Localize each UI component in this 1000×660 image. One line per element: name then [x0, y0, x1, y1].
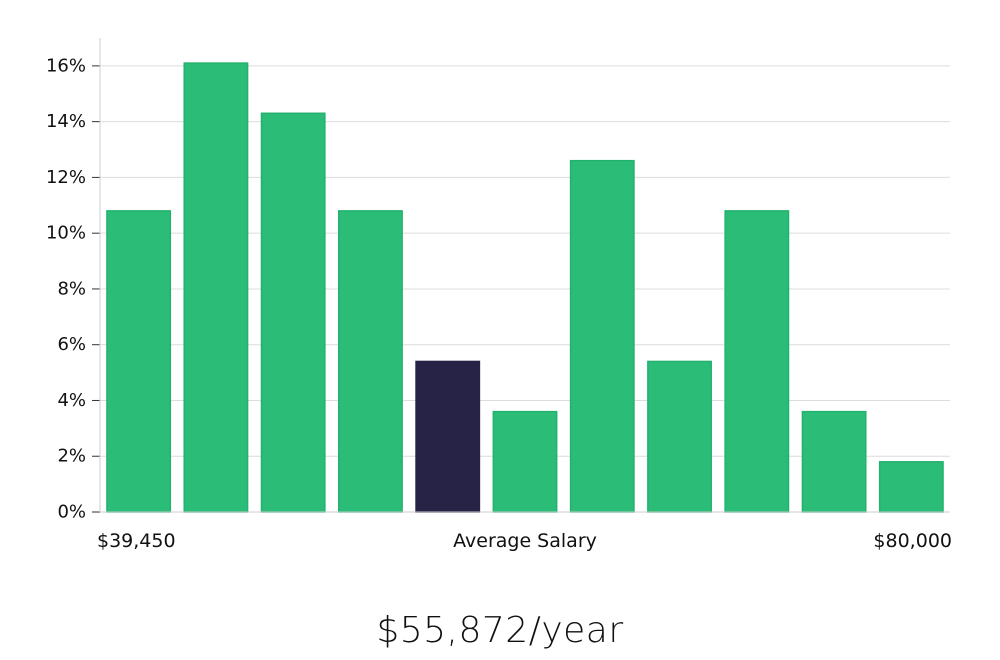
bar: [260, 112, 326, 513]
bar: [569, 159, 635, 513]
bar: [801, 410, 867, 513]
y-tick-label: 16%: [46, 55, 86, 76]
x-axis-min-label: $39,450: [97, 530, 176, 552]
y-tick-label: 2%: [57, 446, 86, 467]
y-axis-ticks: 0% 2% 4% 6% 8% 10% 12% 14% 16%: [46, 55, 100, 523]
y-tick-label: 8%: [57, 278, 86, 299]
y-tick-label: 6%: [57, 334, 86, 355]
salary-histogram-chart: 0% 2% 4% 6% 8% 10% 12% 14% 16%: [46, 38, 950, 523]
bar: [183, 62, 249, 513]
average-salary-headline: $55,872/year: [376, 610, 624, 651]
bar: [878, 461, 944, 513]
x-axis-max-label: $80,000: [873, 530, 952, 552]
bars: [106, 62, 944, 513]
bar: [338, 210, 403, 513]
y-tick-label: 12%: [46, 167, 86, 188]
y-tick-label: 10%: [46, 223, 86, 244]
y-tick-label: 4%: [57, 390, 86, 411]
bar: [647, 360, 712, 513]
bar: [724, 210, 790, 513]
y-tick-label: 0%: [57, 502, 86, 523]
x-axis-title: Average Salary: [453, 530, 597, 552]
bar-highlighted: [415, 360, 481, 513]
bar: [492, 410, 558, 513]
y-tick-label: 14%: [46, 111, 86, 132]
bar: [106, 210, 172, 513]
